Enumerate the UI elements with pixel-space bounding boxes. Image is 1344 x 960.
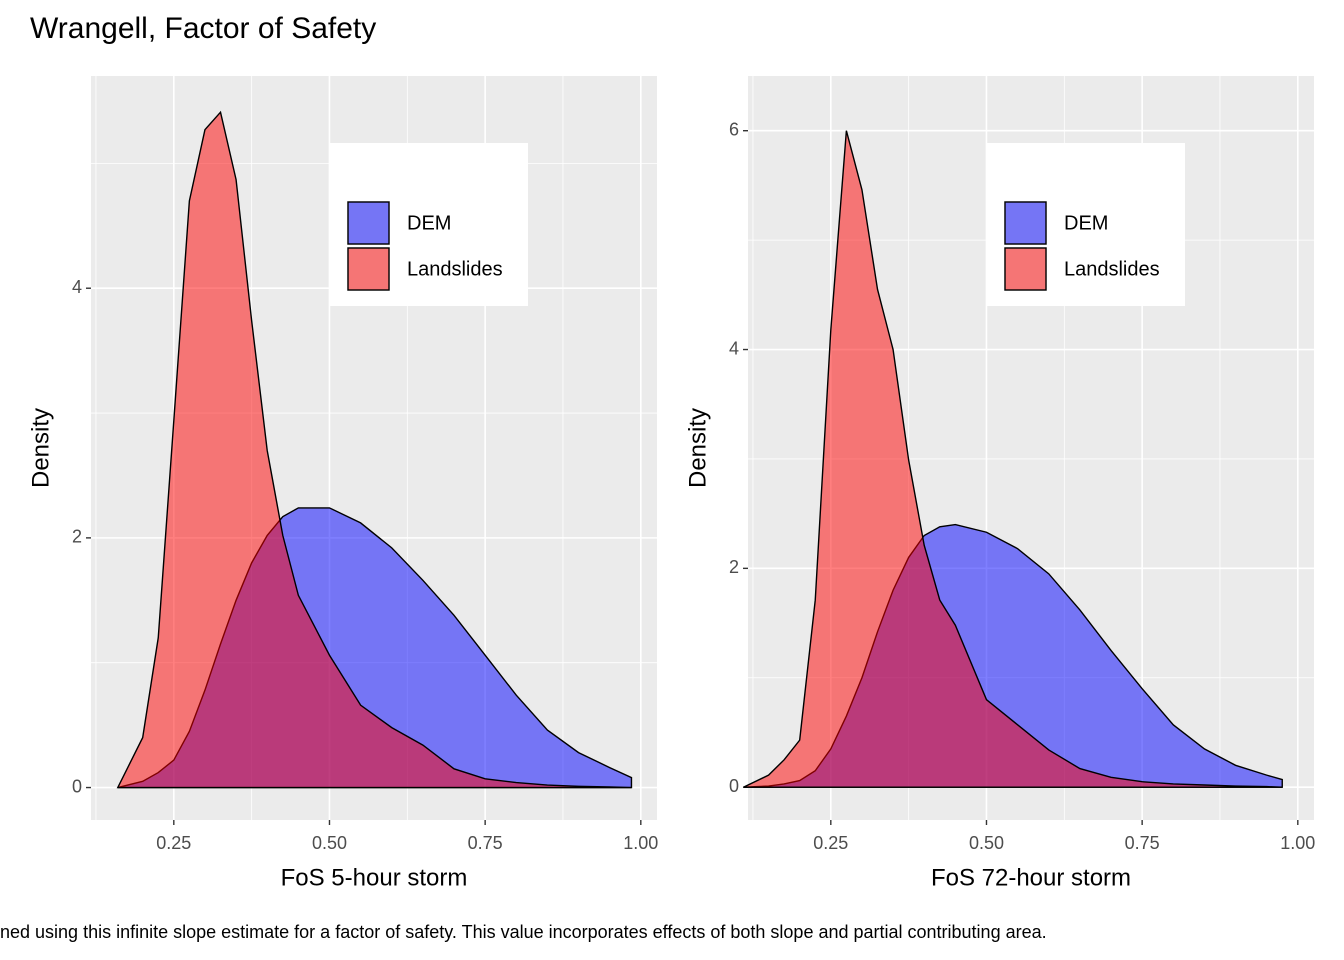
caption: ned using this infinite slope estimate f…	[0, 922, 1047, 942]
x-tick-label: 1.00	[623, 833, 658, 853]
y-tick-label: 4	[72, 277, 82, 297]
y-tick-label: 0	[729, 776, 739, 796]
legend-label: Landslides	[1064, 258, 1160, 280]
legend-key	[347, 247, 390, 291]
y-axis-title: Density	[684, 408, 711, 488]
legend-label: DEM	[1064, 212, 1108, 234]
panel: 0.25 0.50 0.75 1.00 0 2 4 DEM Landslides FoS 5-ho…	[27, 76, 658, 891]
legend-key	[1004, 201, 1047, 245]
x-axis-title: FoS 72-hour storm	[931, 864, 1131, 891]
density-area	[116, 110, 632, 789]
x-tick-label: 1.00	[1280, 833, 1315, 853]
x-tick-label: 0.75	[468, 833, 503, 853]
figure-title: Wrangell, Factor of Safety	[30, 12, 376, 45]
legend-label: DEM	[407, 212, 451, 234]
x-tick-label: 0.25	[156, 833, 191, 853]
y-tick-label: 2	[72, 527, 82, 547]
legend-key	[347, 201, 390, 245]
x-tick-label: 0.50	[969, 833, 1004, 853]
panel: 0.25 0.50 0.75 1.00 0 2 4 6 DEM Landslides FoS 72-…	[684, 76, 1315, 891]
x-axis-title: FoS 5-hour storm	[281, 864, 468, 891]
density-area	[743, 130, 1283, 788]
x-tick-label: 0.75	[1125, 833, 1160, 853]
y-tick-label: 0	[72, 776, 82, 796]
y-tick-label: 6	[729, 119, 739, 139]
x-tick-label: 0.25	[813, 833, 848, 853]
legend-key	[1004, 247, 1047, 291]
y-tick-label: 2	[729, 557, 739, 577]
legend-label: Landslides	[407, 258, 503, 280]
x-tick-label: 0.50	[312, 833, 347, 853]
y-tick-label: 4	[729, 338, 739, 358]
y-axis-title: Density	[27, 408, 54, 488]
